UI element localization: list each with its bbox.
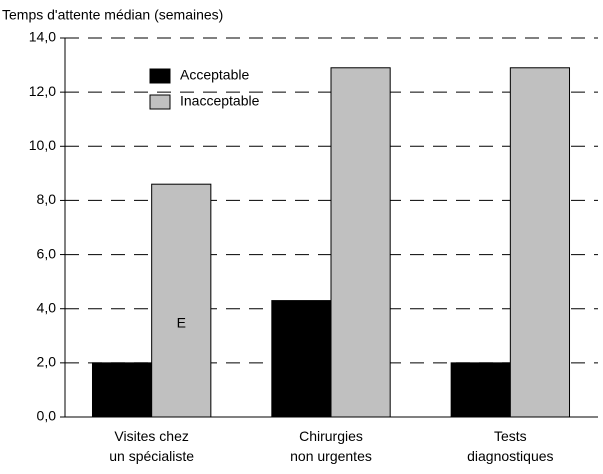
bar	[91, 362, 153, 418]
bar	[151, 183, 212, 418]
annotation: E	[177, 315, 186, 331]
axis-title: Temps d'attente médian (semaines)	[2, 7, 223, 23]
y-tick-label: 6,0	[37, 245, 57, 261]
legend-label: Inacceptable	[180, 93, 260, 109]
y-tick-label: 0,0	[37, 408, 57, 424]
bar	[450, 362, 511, 418]
legend-swatch	[149, 68, 171, 84]
bar	[330, 67, 391, 418]
y-tick-label: 2,0	[37, 354, 57, 370]
x-tick-label: Visites chez un spécialiste	[109, 428, 195, 464]
legend-swatch	[149, 94, 171, 110]
x-tick-label: Chirurgies non urgentes	[290, 428, 372, 464]
bar	[509, 67, 571, 418]
x-tick-label: Tests diagnostiques	[467, 428, 554, 464]
y-tick-label: 14,0	[29, 29, 56, 45]
y-tick-label: 12,0	[29, 83, 56, 99]
bar	[271, 300, 332, 418]
y-tick-label: 8,0	[37, 191, 57, 207]
y-tick-label: 10,0	[29, 137, 56, 153]
y-tick-label: 4,0	[37, 299, 57, 315]
legend-label: Acceptable	[180, 67, 249, 83]
